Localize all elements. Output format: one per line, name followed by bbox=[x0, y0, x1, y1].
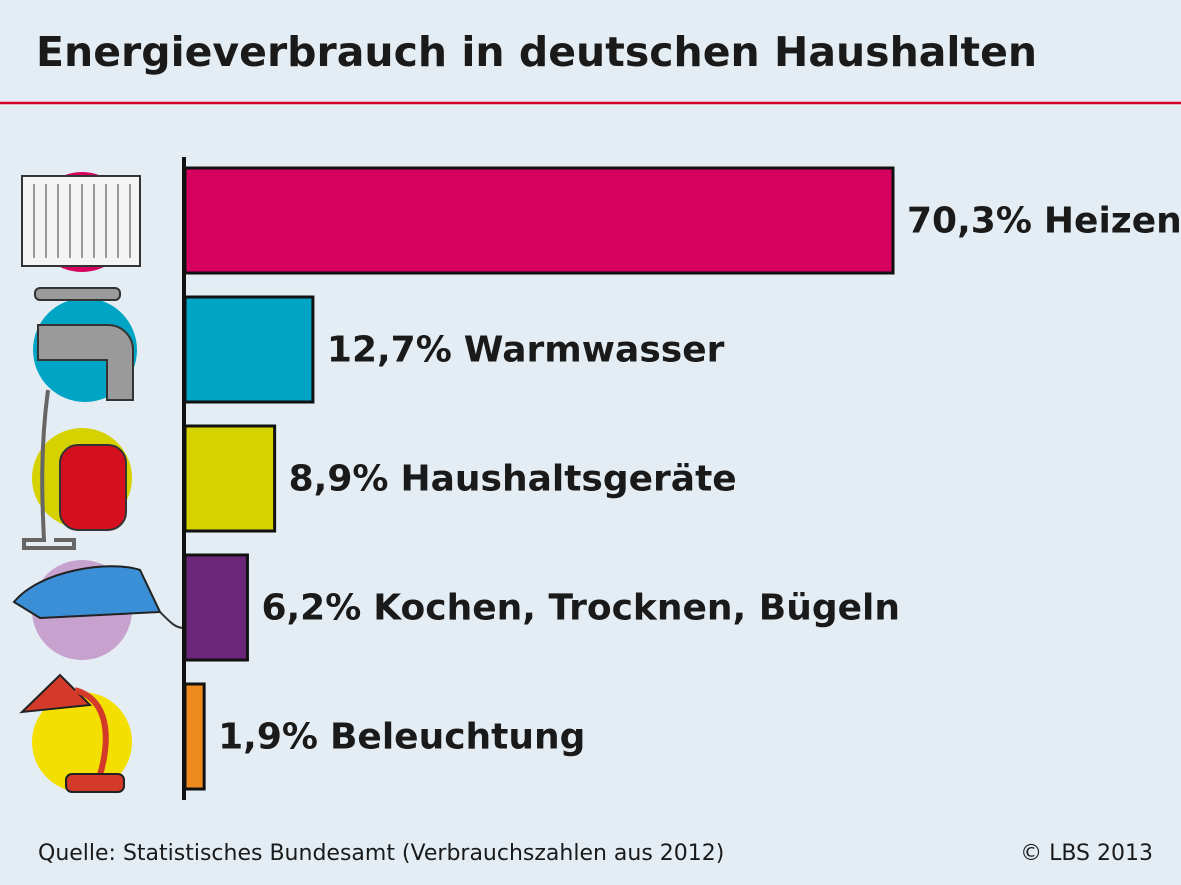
bar bbox=[183, 166, 895, 275]
lamp-arm bbox=[73, 687, 109, 776]
category-label: Haushaltsgeräte bbox=[400, 459, 736, 500]
bar bbox=[183, 295, 315, 404]
bar-label: 12,7% Warmwasser bbox=[327, 330, 725, 371]
value-label: 12,7% bbox=[327, 330, 452, 371]
bar-label: 8,9% Haushaltsgeräte bbox=[289, 459, 737, 500]
radiator-ribs bbox=[33, 184, 131, 258]
tap-icon bbox=[37, 324, 134, 401]
bar bbox=[183, 682, 206, 791]
bar-label: 1,9% Beleuchtung bbox=[218, 717, 585, 758]
iron-icon bbox=[12, 565, 162, 620]
icon-circle bbox=[32, 692, 132, 792]
bars: 70,3% Heizen 12,7% Warmwasser 8,9% Haushaltsg… bbox=[183, 166, 1181, 791]
category-label: Warmwasser bbox=[464, 330, 725, 371]
iron-cord bbox=[159, 611, 185, 629]
category-label: Beleuchtung bbox=[330, 717, 585, 758]
source: Quelle: Statistisches Bundesamt (Verbrau… bbox=[38, 841, 724, 866]
category-label: Kochen, Trocknen, Bügeln bbox=[373, 588, 900, 629]
bar-label: 70,3% Heizen bbox=[907, 201, 1181, 242]
bar bbox=[183, 553, 249, 662]
vacuum-icon bbox=[59, 444, 127, 531]
vacuum-hose bbox=[22, 389, 76, 550]
chart-title: Energieverbrauch in deutschen Haushalten bbox=[36, 28, 1037, 76]
icons bbox=[12, 172, 185, 793]
bar-label: 6,2% Kochen, Trocknen, Bügeln bbox=[261, 588, 900, 629]
value-label: 6,2% bbox=[261, 588, 361, 629]
tap-handle bbox=[34, 287, 121, 301]
category-label: Heizen bbox=[1044, 201, 1181, 242]
value-label: 8,9% bbox=[289, 459, 389, 500]
lamp-base bbox=[65, 773, 125, 793]
value-label: 1,9% bbox=[218, 717, 318, 758]
value-label: 70,3% bbox=[907, 201, 1032, 242]
copyright: © LBS 2013 bbox=[1020, 841, 1153, 866]
bar bbox=[183, 424, 277, 533]
